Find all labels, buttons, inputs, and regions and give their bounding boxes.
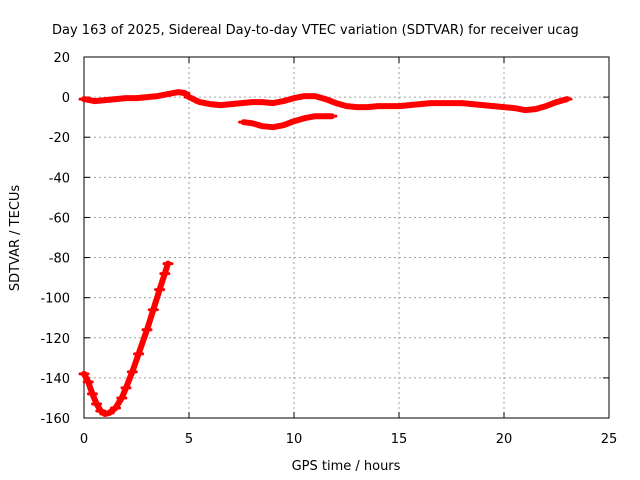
series-line bbox=[81, 260, 171, 417]
x-tick-label: 15 bbox=[391, 432, 408, 447]
grid bbox=[84, 57, 609, 418]
x-tick-label: 10 bbox=[286, 432, 303, 447]
series-secondary-track bbox=[238, 113, 338, 131]
y-tick-label: -140 bbox=[40, 372, 70, 387]
y-tick-label: -160 bbox=[40, 412, 70, 427]
y-tick-label: -60 bbox=[49, 211, 70, 226]
series-main-track bbox=[78, 89, 573, 114]
plot-frame bbox=[83, 56, 610, 419]
y-tick-label: -20 bbox=[49, 131, 70, 146]
y-axis-label: SDTVAR / TECUs bbox=[8, 185, 23, 292]
y-tick-label: -100 bbox=[40, 292, 70, 307]
y-tick-label: -40 bbox=[49, 171, 70, 186]
y-tick-label: 0 bbox=[62, 91, 70, 106]
x-axis-label: GPS time / hours bbox=[292, 459, 401, 474]
data-series bbox=[78, 89, 573, 417]
chart-title: Day 163 of 2025, Sidereal Day-to-day VTE… bbox=[52, 23, 579, 38]
series-deep-excursion bbox=[78, 260, 174, 417]
y-tick-label: -80 bbox=[49, 252, 70, 267]
y-tick-label: 20 bbox=[53, 51, 70, 66]
x-tick-label: 25 bbox=[601, 432, 618, 447]
x-tick-label: 5 bbox=[185, 432, 193, 447]
axis-ticks: 0 5 10 15 20 25 -160 -140 -120 -100 -80 -60 -40 -20 0 2… bbox=[40, 51, 617, 447]
x-tick-label: 0 bbox=[80, 432, 88, 447]
y-tick-label: -120 bbox=[40, 332, 70, 347]
x-tick-label: 20 bbox=[496, 432, 513, 447]
